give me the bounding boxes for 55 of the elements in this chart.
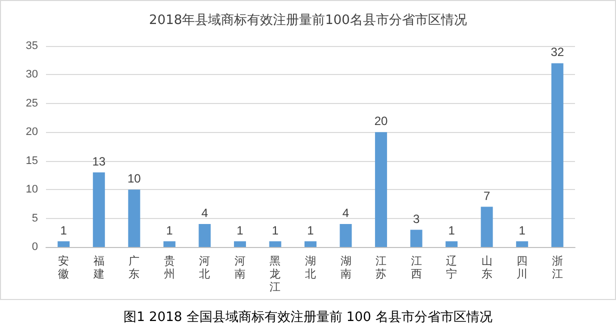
bar	[163, 241, 176, 247]
y-tick-label: 5	[32, 212, 38, 224]
x-tick-label: 安徽	[58, 254, 70, 280]
x-tick-label: 贵州	[164, 254, 175, 280]
y-tick-label: 0	[32, 241, 38, 253]
y-tick-label: 15	[26, 154, 38, 167]
data-label: 4	[342, 206, 350, 220]
y-tick-label: 10	[26, 184, 38, 196]
data-label: 32	[550, 45, 564, 60]
bar	[446, 241, 458, 247]
x-tick-label: 黑龙江	[270, 256, 281, 294]
data-label: 1	[166, 223, 174, 238]
x-tick-label: 河南	[234, 256, 246, 280]
data-label: 1	[518, 223, 526, 238]
bar	[92, 172, 105, 247]
y-tick-label: 25	[26, 97, 38, 110]
data-label: 7	[483, 188, 490, 203]
data-label: 3	[412, 212, 420, 226]
x-tick-label: 辽宁	[446, 256, 458, 280]
chart-title: 2018年县域商标有效注册量前100名县市分省市区情况	[149, 13, 467, 28]
x-tick-label: 浙江	[552, 254, 563, 280]
bar	[480, 206, 493, 247]
data-label: 1	[236, 223, 244, 238]
x-tick-label: 湖南	[340, 256, 352, 280]
data-label: 10	[127, 172, 142, 186]
bar	[375, 132, 388, 247]
caption: 图1 2018 全国县域商标有效注册量前 100 名县市分省市区情况	[122, 309, 494, 326]
x-tick-label: 广东	[128, 254, 140, 280]
bar	[234, 241, 246, 247]
bar	[410, 230, 422, 247]
x-tick-label: 四川	[516, 256, 528, 280]
bar	[198, 224, 211, 247]
bar	[58, 241, 70, 247]
data-label: 13	[92, 154, 106, 168]
bar	[551, 63, 564, 247]
x-tick-label: 湖北	[305, 256, 316, 280]
y-tick-label: 20	[26, 126, 38, 138]
data-label: 1	[448, 223, 456, 238]
bar	[304, 241, 316, 247]
x-tick-label: 河北	[199, 256, 210, 280]
x-tick-label: 江西	[410, 256, 422, 280]
data-label: 20	[374, 114, 388, 128]
bar	[128, 190, 140, 247]
bar	[516, 241, 528, 247]
data-label: 1	[272, 223, 279, 238]
x-tick-label: 江苏	[376, 256, 387, 280]
y-tick-label: 35	[26, 40, 38, 52]
bar	[269, 241, 282, 247]
data-label: 1	[60, 223, 68, 238]
x-tick-label: 山东	[481, 254, 492, 280]
data-label: 1	[307, 223, 314, 238]
x-tick-label: 福建	[92, 254, 104, 280]
data-label: 4	[201, 206, 208, 220]
bar	[340, 224, 352, 247]
y-tick-label: 30	[26, 68, 38, 81]
